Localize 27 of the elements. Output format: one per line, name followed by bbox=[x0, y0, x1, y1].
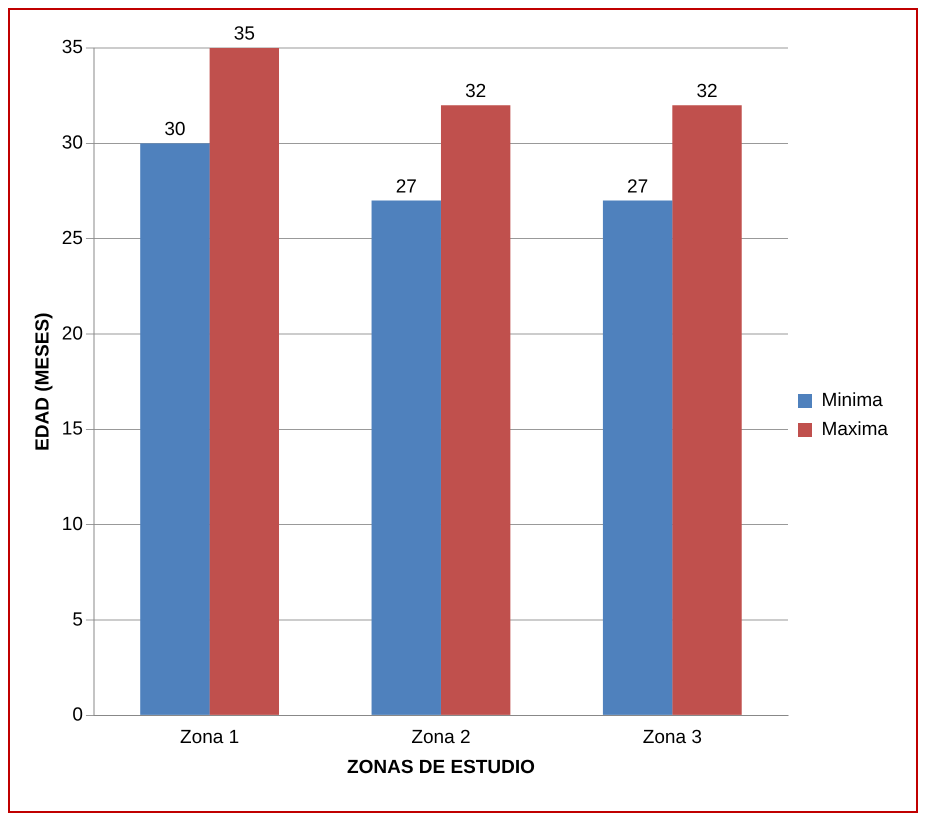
data-label: 30 bbox=[164, 119, 186, 140]
x-tick-label: Zona 3 bbox=[642, 727, 702, 748]
y-tick-label: 25 bbox=[62, 228, 83, 249]
y-tick-label: 20 bbox=[62, 323, 83, 344]
legend-label: Minima bbox=[821, 390, 884, 412]
legend-label: Maxima bbox=[821, 419, 888, 440]
bar bbox=[372, 200, 441, 715]
data-label: 32 bbox=[696, 80, 718, 102]
bar bbox=[672, 105, 742, 715]
y-tick-label: 35 bbox=[62, 37, 83, 58]
y-tick-label: 5 bbox=[72, 609, 83, 630]
y-axis-title: EDAD (MESES) bbox=[32, 312, 54, 451]
data-label: 35 bbox=[234, 24, 255, 45]
data-label: 27 bbox=[396, 176, 417, 198]
bar bbox=[440, 105, 510, 715]
data-label: 27 bbox=[627, 176, 648, 198]
bar bbox=[210, 48, 280, 715]
bar bbox=[602, 200, 672, 715]
bar bbox=[140, 143, 210, 715]
y-tick-label: 15 bbox=[62, 418, 83, 440]
y-tick-label: 0 bbox=[72, 704, 83, 726]
y-tick-label: 30 bbox=[62, 132, 83, 154]
x-tick-label: Zona 2 bbox=[411, 727, 471, 748]
y-tick-label: 10 bbox=[62, 514, 83, 535]
data-label: 32 bbox=[465, 80, 486, 102]
x-tick-label: Zona 1 bbox=[180, 727, 240, 748]
x-axis-title: ZONAS DE ESTUDIO bbox=[347, 756, 535, 778]
